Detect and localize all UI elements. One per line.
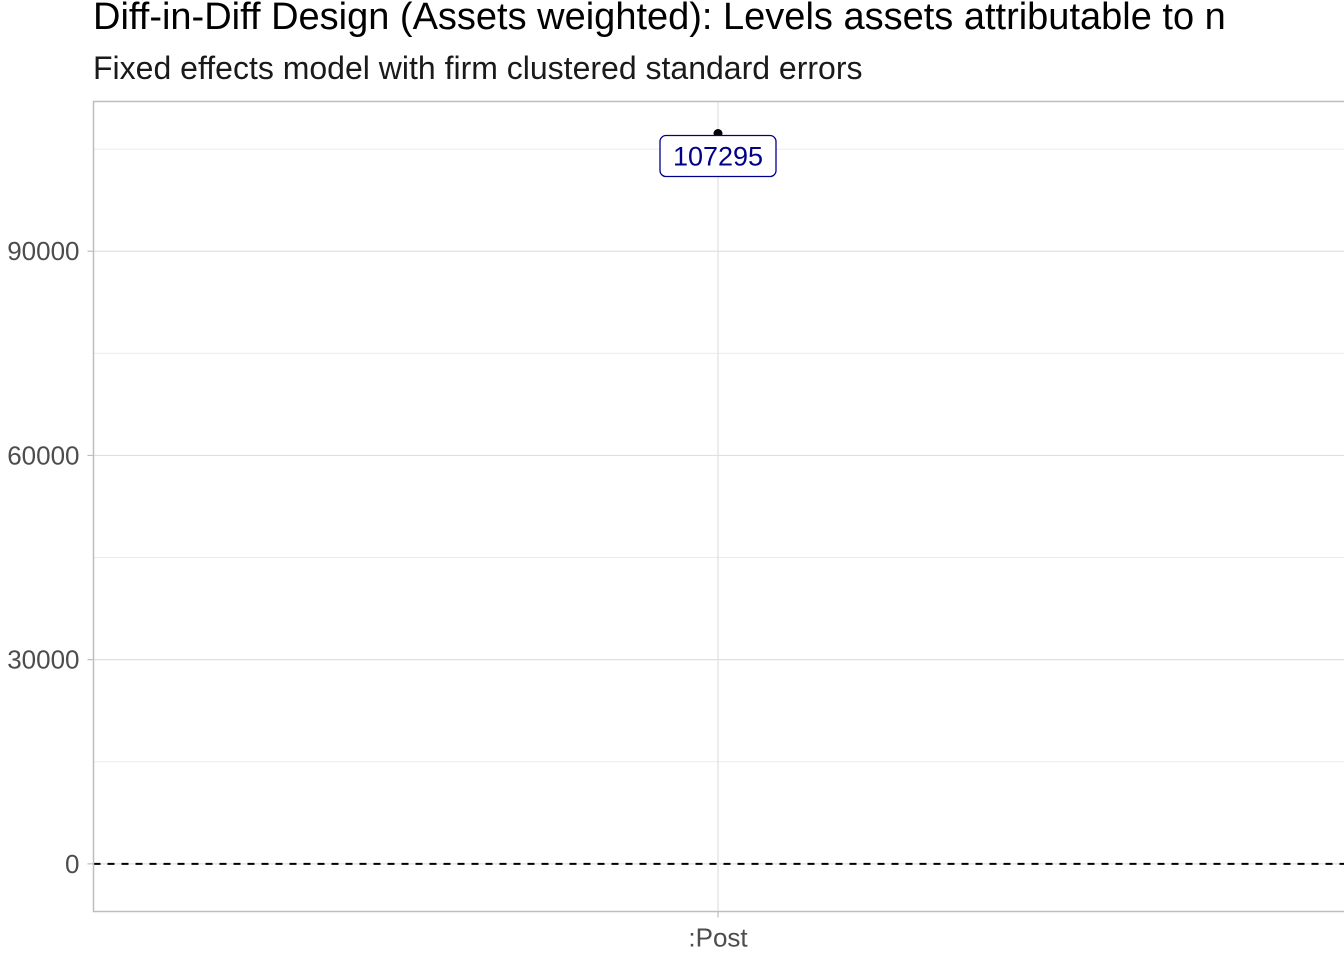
chart-subtitle: Fixed effects model with firm clustered … <box>93 50 863 86</box>
y-tick-label: 0 <box>65 849 79 879</box>
y-tick-label: 60000 <box>7 440 79 470</box>
y-tick-label: 90000 <box>7 236 79 266</box>
y-axis-tick-labels: 0 30000 60000 90000 <box>7 236 94 879</box>
panel-border <box>92 100 1344 913</box>
data-label: 107295 <box>659 134 777 178</box>
data-label-box <box>659 134 777 178</box>
x-axis-tick-labels: :Post <box>688 911 748 953</box>
y-tick-label: 30000 <box>7 645 79 675</box>
chart-title: Diff-in-Diff Design (Assets weighted): L… <box>93 0 1226 38</box>
major-gridlines <box>93 101 1344 912</box>
x-tick-label: :Post <box>688 923 748 953</box>
data-label-text: 107295 <box>673 142 763 172</box>
data-labels: 107295 <box>659 134 777 178</box>
